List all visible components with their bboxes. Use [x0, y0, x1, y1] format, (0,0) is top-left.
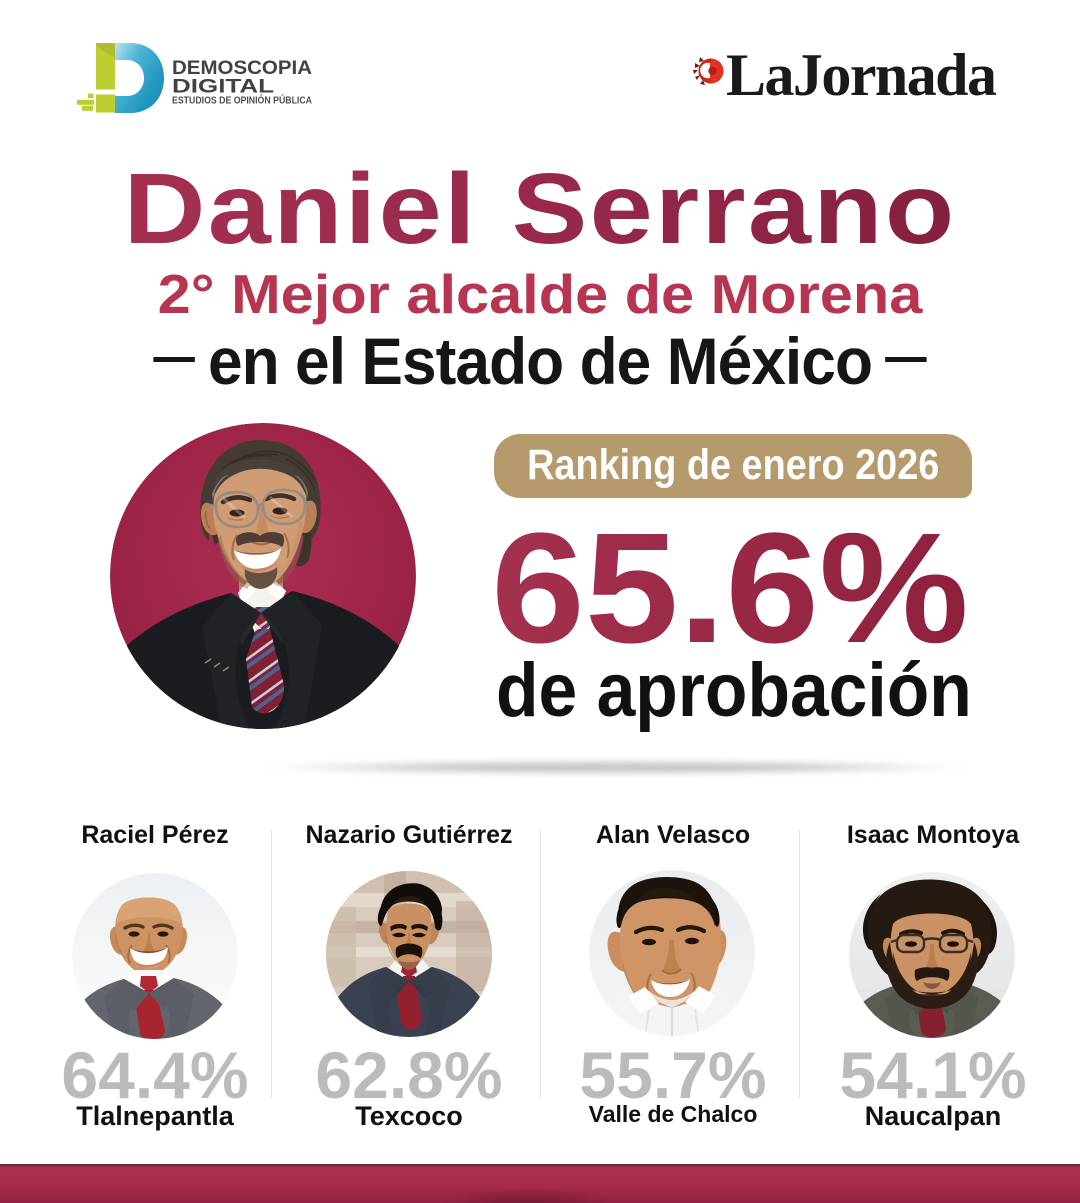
svg-text:DEMOSCOPIA: DEMOSCOPIA: [172, 57, 312, 79]
svg-text:ESTUDIOS DE OPINIÓN PÚBLICA: ESTUDIOS DE OPINIÓN PÚBLICA: [172, 94, 312, 107]
svg-text:LaJornada: LaJornada: [726, 42, 997, 108]
svg-text:DIGITAL: DIGITAL: [172, 76, 274, 98]
